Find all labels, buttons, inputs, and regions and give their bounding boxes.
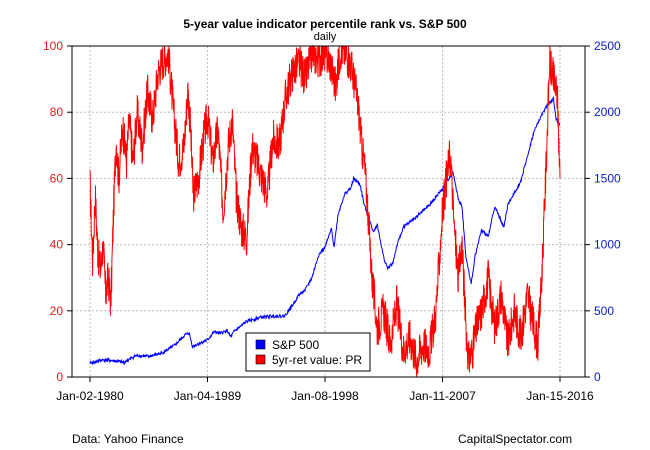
left-axis-tick-label: 100 [43, 39, 63, 53]
plot-frame [71, 45, 586, 378]
right-axis-tick-label: 1500 [594, 171, 621, 185]
chart-subtitle: daily [313, 31, 337, 43]
data-source-note: Data: Yahoo Finance [72, 432, 184, 446]
right-axis-tick-label: 1000 [594, 238, 621, 252]
right-axis-tick-label: 2500 [594, 39, 621, 53]
right-axis-tick-label: 0 [594, 370, 601, 384]
x-axis-tick-label: Jan-04-1989 [174, 389, 242, 403]
x-axis-tick-label: Jan-15-2016 [526, 389, 594, 403]
series-line-sp500 [89, 96, 561, 366]
left-axis-tick-label: 60 [50, 171, 64, 185]
x-axis-tick-label: Jan-11-2007 [409, 389, 476, 403]
right-axis-tick-label: 2000 [594, 105, 621, 119]
chart-title: 5-year value indicator percentile rank v… [183, 17, 467, 31]
left-axis-tick-label: 20 [50, 304, 64, 318]
legend-box [245, 332, 371, 372]
legend-label: 5yr-ret value: PR [272, 353, 362, 367]
left-axis-tick-label: 0 [56, 370, 63, 384]
legend-swatch [255, 354, 266, 365]
left-axis-tick-label: 40 [50, 238, 64, 252]
x-axis-tick-label: Jan-08-1998 [291, 389, 359, 403]
left-axis-tick-label: 80 [50, 105, 64, 119]
legend-swatch [255, 339, 266, 350]
x-axis-tick-label: Jan-02-1980 [56, 389, 124, 403]
legend-label: S&P 500 [272, 338, 319, 352]
site-credit: CapitalSpectator.com [458, 432, 573, 446]
right-axis-tick-label: 500 [594, 304, 614, 318]
series-line-value-pr [89, 44, 561, 377]
